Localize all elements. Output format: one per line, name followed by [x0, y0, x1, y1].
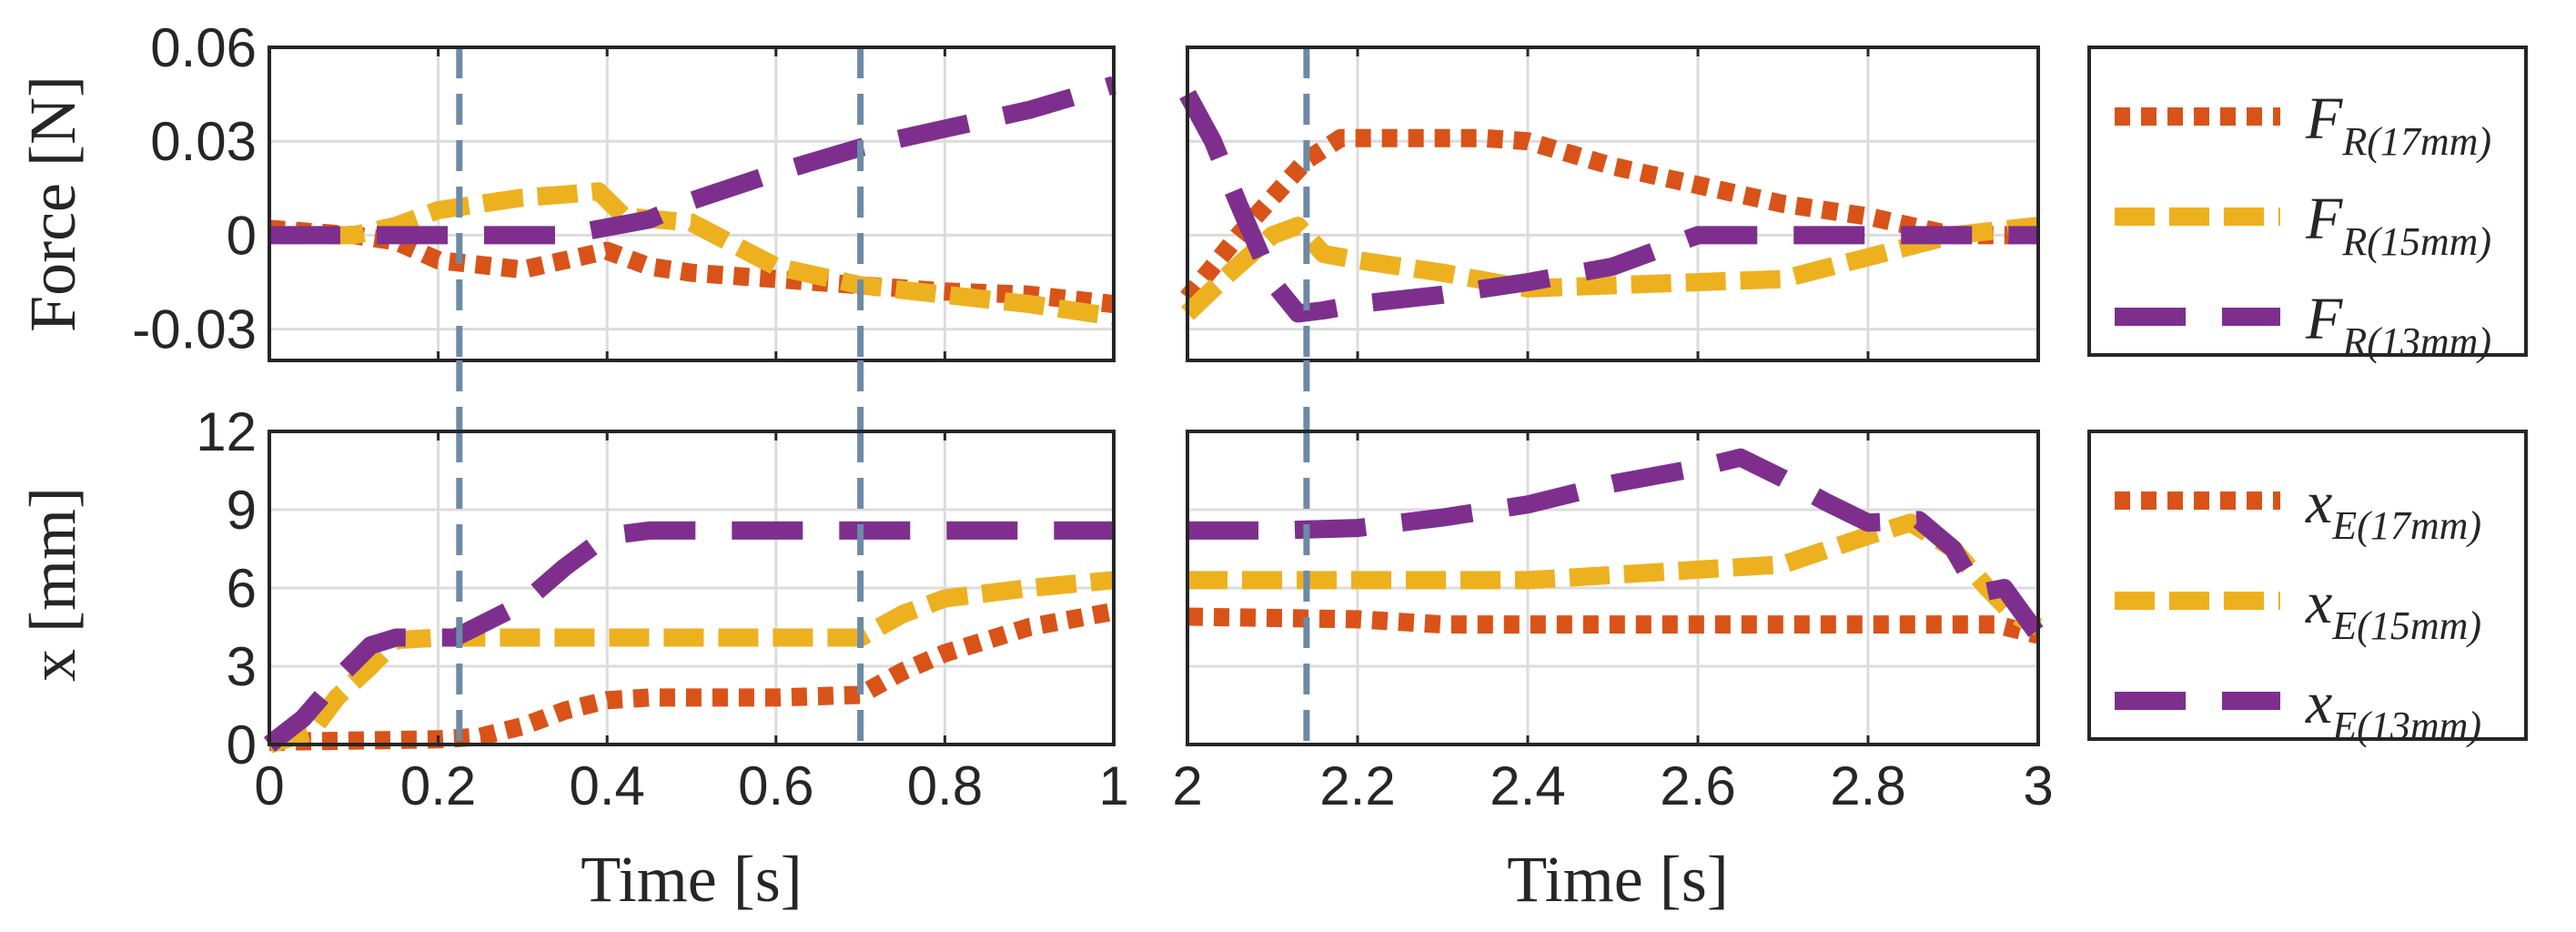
x-tick-label: 2	[1172, 755, 1202, 816]
x-tick-label: 2.6	[1660, 755, 1735, 816]
series-f-r-17mm-	[268, 219, 1116, 314]
legend-symbol: x	[2305, 470, 2332, 536]
legend-label: xE(17mm)	[2305, 470, 2481, 548]
legend-box	[2087, 430, 2528, 741]
force-right-panel	[1179, 46, 2040, 431]
x-tick-label: 2.8	[1830, 755, 1905, 816]
series-x-e-17mm-	[268, 602, 1116, 752]
position-left-panel: 0 0.2 0.4 0.6 0.8 1 12 9 6 3 0	[196, 401, 1128, 816]
x-tick-label: 0.6	[738, 755, 813, 816]
legend-label: xE(13mm)	[2305, 670, 2481, 748]
x-tick-label: 3	[2023, 755, 2053, 816]
x-tick-label: 0.2	[400, 755, 476, 816]
legend-subscript: E(15mm)	[2331, 603, 2481, 648]
y-tick-label: 12	[196, 401, 257, 462]
axes-frame	[268, 46, 1116, 362]
series-f-r-15mm-	[269, 182, 1116, 326]
y-tick-label: 0.03	[150, 111, 257, 172]
legend-symbol: F	[2305, 286, 2343, 352]
series-x-e-17mm-	[1187, 607, 2041, 644]
series-f-r-13mm-	[1179, 89, 2038, 323]
series-x-e-15mm-	[267, 571, 1115, 754]
position-legend: xE(17mm)xE(15mm)xE(13mm)	[2087, 430, 2528, 748]
legend-box	[2087, 46, 2528, 357]
legend-subscript: R(13mm)	[2341, 319, 2491, 364]
y-tick-label: 0	[227, 714, 257, 775]
legend-symbol: x	[2305, 670, 2332, 736]
series-f-r-13mm-	[269, 76, 1116, 245]
series-x-e-13mm-	[1187, 448, 2046, 641]
axes-frame	[1186, 430, 2040, 746]
x-tick-label: 0	[254, 755, 284, 816]
axes-frame	[268, 430, 1116, 746]
x-tick-label: 2.4	[1490, 755, 1565, 816]
y-tick-label: 9	[227, 480, 257, 541]
series-x-e-13mm-	[263, 521, 1114, 752]
legend-label: xE(15mm)	[2305, 570, 2481, 648]
force-left-panel: 0.06 0.03 0 -0.03	[132, 17, 1116, 431]
x-tick-label: 0.8	[907, 755, 983, 816]
legend-subscript: R(17mm)	[2341, 119, 2491, 164]
legend-label: FR(13mm)	[2305, 286, 2491, 364]
position-y-axis-label: x [mm]	[16, 487, 89, 682]
legend-subscript: E(13mm)	[2331, 704, 2481, 748]
right-x-axis-label: Time [s]	[1507, 843, 1728, 916]
legend-subscript: R(15mm)	[2341, 219, 2491, 264]
y-tick-label: 6	[227, 558, 257, 619]
force-y-axis-label: Force [N]	[16, 76, 89, 332]
y-tick-label: 0.06	[150, 17, 257, 78]
legend-label: FR(15mm)	[2305, 186, 2491, 264]
y-tick-label: -0.03	[132, 299, 257, 360]
legend-symbol: x	[2305, 570, 2332, 636]
legend-symbol: F	[2305, 186, 2343, 252]
position-right-panel: 2 2.2 2.4 2.6 2.8 3	[1172, 430, 2054, 816]
y-tick-label: 0	[227, 205, 257, 266]
left-x-axis-label: Time [s]	[581, 843, 802, 916]
legend-symbol: F	[2305, 86, 2343, 152]
series-x-e-15mm-	[1187, 513, 2043, 635]
x-tick-label: 1	[1098, 755, 1128, 816]
force-legend: FR(17mm)FR(15mm)FR(13mm)	[2087, 46, 2528, 364]
x-tick-label: 0.4	[569, 755, 644, 816]
legend-label: FR(17mm)	[2305, 86, 2491, 164]
x-tick-label: 2.2	[1319, 755, 1395, 816]
y-tick-label: 3	[227, 636, 257, 697]
axes-frame	[1186, 46, 2040, 362]
legend-subscript: E(17mm)	[2331, 503, 2481, 548]
